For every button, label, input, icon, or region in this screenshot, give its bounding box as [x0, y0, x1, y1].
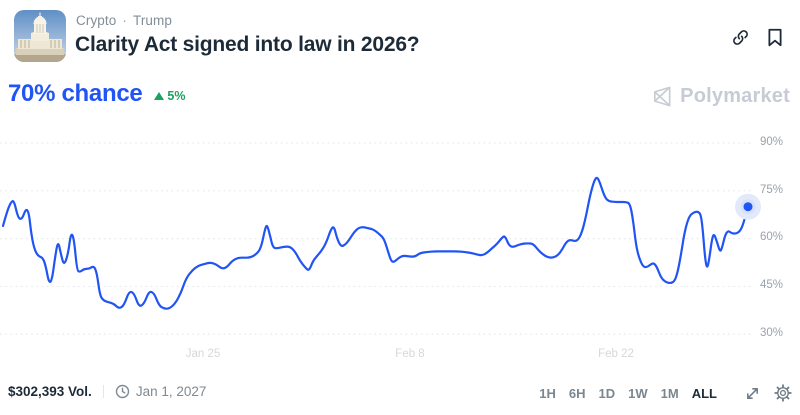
x-axis-label: Jan 25: [185, 348, 221, 360]
header-actions: [731, 28, 783, 47]
chart-controls: 1H 6H 1D 1W 1M ALL: [539, 384, 792, 402]
volume-text: $302,393 Vol.: [8, 384, 92, 399]
breadcrumb-category[interactable]: Crypto: [76, 13, 117, 28]
range-button-1m[interactable]: 1M: [660, 385, 679, 401]
breadcrumb: Crypto · Trump: [76, 13, 172, 28]
expand-chart-icon[interactable]: [744, 385, 761, 402]
y-axis-label: 30%: [760, 327, 784, 339]
chance-value: 70% chance: [8, 80, 143, 107]
y-axis-label: 90%: [760, 136, 784, 148]
polymarket-watermark: Polymarket: [650, 85, 790, 108]
footer-divider: [102, 385, 104, 398]
range-button-6h[interactable]: 6H: [568, 385, 586, 401]
triangle-up-icon: [154, 92, 165, 100]
clock-icon: [115, 384, 130, 399]
market-title: Clarity Act signed into law in 2026?: [75, 33, 420, 56]
x-axis-label: Feb 22: [598, 348, 634, 360]
chart-canvas[interactable]: [0, 130, 761, 346]
settings-gear-icon[interactable]: [774, 384, 792, 402]
breadcrumb-separator: ·: [122, 13, 127, 28]
y-axis-label: 75%: [760, 184, 784, 196]
range-button-all[interactable]: ALL: [691, 385, 717, 401]
y-axis-label: 60%: [760, 231, 784, 243]
range-button-1w[interactable]: 1W: [628, 385, 648, 401]
copy-link-icon[interactable]: [731, 28, 750, 47]
chance-change: 5%: [154, 89, 186, 103]
range-button-1d[interactable]: 1D: [598, 385, 616, 401]
polymarket-brand-text: Polymarket: [680, 85, 790, 107]
us-capitol-icon: [14, 10, 66, 62]
price-line-chart[interactable]: [0, 130, 761, 346]
footer-stats: $302,393 Vol. Jan 1, 2027: [8, 384, 206, 399]
range-button-1h[interactable]: 1H: [539, 385, 556, 401]
x-axis: Jan 25 Feb 8 Feb 22: [0, 348, 754, 364]
y-axis-label: 45%: [760, 279, 784, 291]
polymarket-logo-icon: [654, 86, 671, 107]
breadcrumb-subcategory[interactable]: Trump: [132, 13, 172, 28]
change-percent: 5%: [167, 89, 186, 103]
x-axis-label: Feb 8: [395, 348, 425, 360]
bookmark-icon[interactable]: [767, 28, 783, 47]
y-axis: 90% 75% 60% 45% 30%: [760, 0, 800, 346]
end-date-text: Jan 1, 2027: [135, 384, 207, 399]
chance-row: 70% chance 5%: [8, 80, 186, 108]
market-thumbnail-capitol: [14, 10, 66, 62]
